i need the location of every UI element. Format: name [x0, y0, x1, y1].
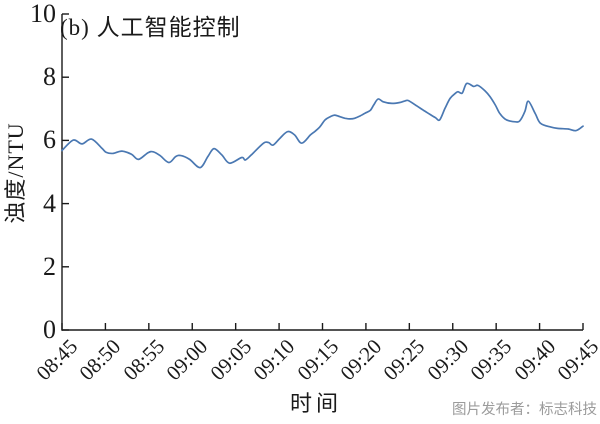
y-axis-label: 浊度/NTU — [3, 122, 28, 224]
y-tick-label-6: 6 — [43, 125, 56, 155]
y-tick-label-0: 0 — [43, 315, 56, 344]
turbidity-series-line — [61, 82, 584, 169]
y-tick-label-2: 2 — [43, 251, 56, 281]
chart-title: (b) 人工智能控制 — [60, 15, 241, 40]
watermark-text: 图片发布者：标志科技 — [452, 402, 597, 418]
y-tick-label-4: 4 — [43, 188, 56, 218]
x-axis-label: 时间 — [289, 391, 342, 416]
y-tick-label-10: 10 — [30, 0, 56, 28]
y-tick-label-8: 8 — [43, 62, 56, 92]
